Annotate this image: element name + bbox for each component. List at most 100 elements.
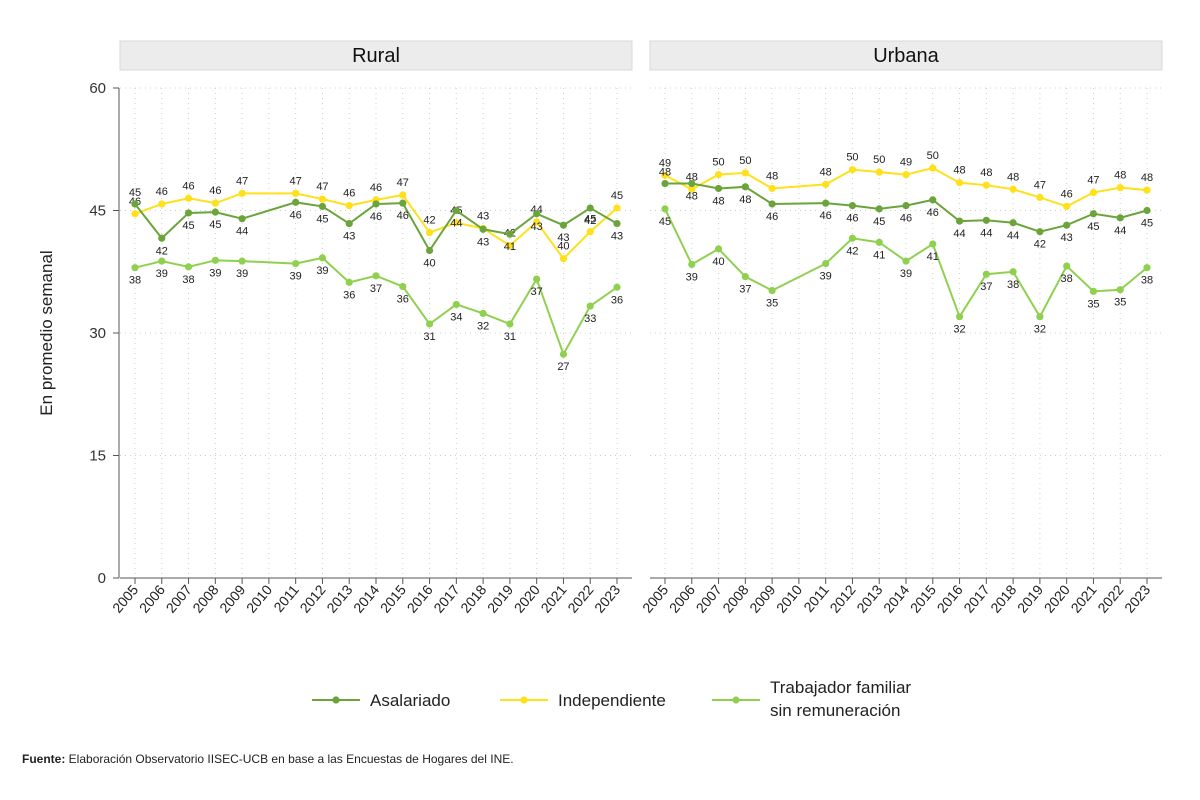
data-point: [559, 221, 568, 229]
panel-title: Urbana: [873, 45, 939, 67]
data-point: [875, 168, 883, 176]
data-point: [506, 320, 514, 328]
data-point: [479, 309, 487, 317]
data-label: 46: [846, 213, 858, 225]
data-label: 27: [557, 361, 569, 373]
data-point: [372, 200, 380, 208]
data-label: 44: [980, 227, 992, 239]
data-label: 37: [980, 281, 992, 293]
data-point: [688, 185, 696, 193]
data-label: 47: [1087, 175, 1099, 187]
data-label: 32: [477, 320, 489, 332]
data-label: 31: [504, 331, 516, 343]
y-tick-label: 0: [98, 570, 106, 587]
x-tick-label: 2006: [136, 581, 168, 615]
data-label: 42: [1034, 239, 1046, 251]
x-tick-label: 2021: [537, 581, 569, 615]
data-point: [822, 199, 830, 207]
data-label: 34: [450, 311, 462, 323]
data-label: 35: [766, 298, 778, 310]
data-label: 43: [343, 231, 355, 243]
data-point: [318, 202, 327, 211]
data-point: [929, 164, 937, 172]
data-label: 48: [1141, 172, 1153, 184]
x-tick-label: 2010: [243, 581, 275, 615]
data-point: [131, 264, 139, 272]
data-label: 43: [477, 236, 489, 248]
x-tick-label: 2020: [1041, 581, 1073, 615]
data-point: [158, 257, 166, 265]
data-label: 48: [686, 171, 698, 183]
data-label: 45: [316, 213, 328, 225]
data-label: 41: [873, 249, 885, 261]
y-tick-label: 60: [89, 80, 106, 97]
data-point: [1009, 185, 1017, 193]
data-label: 46: [1061, 188, 1073, 200]
data-label: 47: [290, 175, 302, 187]
data-point: [768, 286, 776, 295]
data-label: 43: [1061, 232, 1073, 244]
data-label: 48: [1007, 171, 1019, 183]
data-label: 46: [370, 182, 382, 194]
data-point: [1143, 186, 1151, 194]
data-point: [211, 256, 219, 264]
x-tick-label: 2008: [719, 581, 751, 615]
x-tick-label: 2016: [934, 581, 966, 615]
data-label: 37: [531, 286, 543, 298]
data-point: [902, 257, 910, 265]
data-label: 40: [712, 256, 724, 268]
series-independiente: 464646464747474646474245434244404545: [129, 175, 623, 263]
series-line: [664, 208, 1148, 319]
data-point: [345, 202, 353, 210]
data-point: [399, 282, 407, 291]
data-label: 38: [1141, 275, 1153, 287]
data-label: 42: [156, 245, 168, 257]
data-label: 36: [397, 293, 409, 305]
data-label: 41: [504, 241, 516, 253]
x-tick-label: 2009: [216, 581, 248, 615]
source-note: Fuente: Elaboración Observatorio IISEC-U…: [22, 752, 514, 766]
data-label: 31: [423, 331, 435, 343]
data-label: 47: [397, 177, 409, 189]
data-label: 45: [1087, 221, 1099, 233]
y-tick-label: 30: [89, 325, 106, 342]
data-point: [1036, 313, 1044, 321]
data-label: 39: [686, 271, 698, 283]
data-point: [131, 200, 139, 208]
x-tick-label: 2023: [591, 581, 623, 615]
data-point: [425, 246, 434, 255]
x-tick-label: 2009: [746, 581, 778, 615]
data-point: [688, 179, 696, 188]
data-label: 43: [611, 231, 623, 243]
data-label: 39: [820, 271, 832, 283]
x-tick-label: 2013: [853, 581, 885, 615]
data-point: [902, 202, 910, 210]
data-point: [929, 240, 937, 248]
data-point: [741, 169, 749, 177]
data-label: 50: [927, 150, 939, 162]
data-label: 35: [1087, 298, 1099, 310]
data-label: 42: [584, 215, 596, 227]
x-tick-label: 2015: [377, 581, 409, 615]
data-label: 47: [236, 175, 248, 187]
x-tick-label: 2023: [1121, 581, 1153, 615]
data-point: [292, 189, 300, 197]
data-point: [982, 181, 990, 189]
data-point: [741, 183, 749, 191]
data-label: 46: [209, 185, 221, 197]
legend-label-line2: sin remuneración: [770, 701, 900, 720]
data-label: 32: [1034, 324, 1046, 336]
data-point: [533, 275, 541, 283]
data-point: [158, 234, 166, 242]
data-point: [1089, 287, 1098, 295]
data-point: [1143, 264, 1151, 272]
data-label: 41: [927, 251, 939, 263]
panel-urbana: Urbana2005200620072008200920102011201220…: [639, 40, 1163, 616]
data-point: [238, 257, 246, 265]
data-label: 50: [873, 154, 885, 166]
legend-label-line1: Trabajador familiar: [770, 678, 911, 697]
data-point: [318, 254, 327, 262]
data-point: [955, 179, 964, 187]
data-point: [131, 210, 139, 218]
